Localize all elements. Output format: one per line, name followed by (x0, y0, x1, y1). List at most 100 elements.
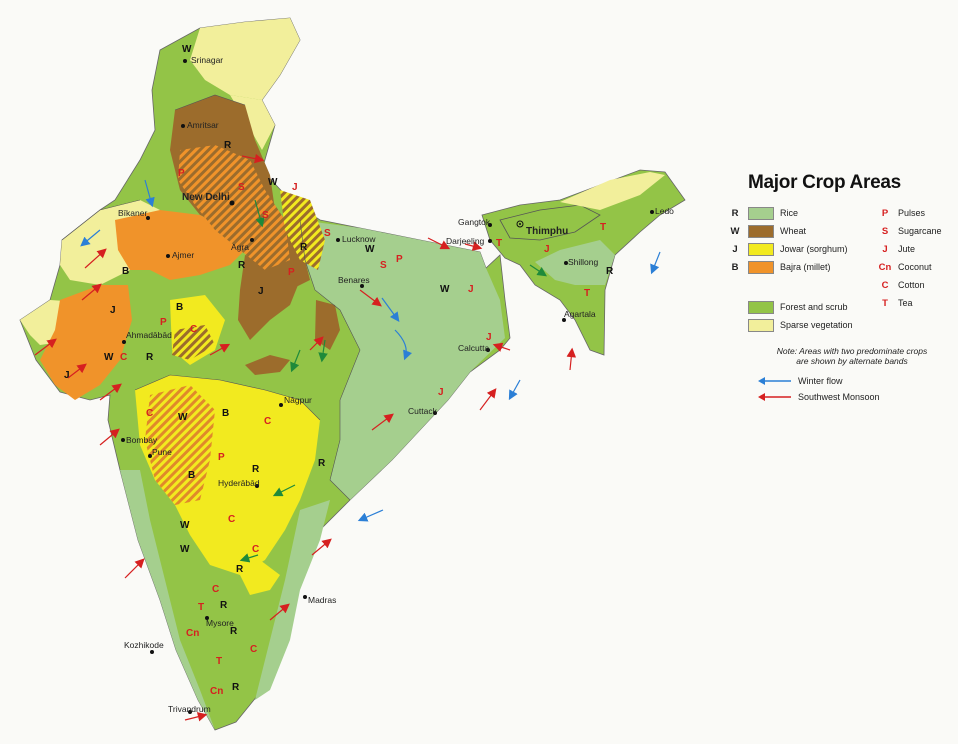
red-arrow-icon (758, 393, 791, 401)
sym-c: C (250, 644, 257, 655)
legend-label: Coconut (898, 262, 932, 272)
crop-b: B (188, 470, 195, 481)
crop-r: R (300, 242, 308, 253)
sym-j: J (544, 244, 550, 255)
city-kozhikode: Kozhikode (124, 640, 164, 650)
legend-forest: Forest and scrub (728, 300, 848, 314)
crop-j: J (110, 305, 116, 316)
legend-winter-flow: Winter flow (758, 376, 843, 386)
city-ajmer: Ajmer (172, 250, 194, 260)
city-hyderabad: Hyderābād (218, 478, 260, 488)
legend-label: Winter flow (798, 376, 843, 386)
legend-swatch (748, 224, 774, 238)
crop-w: W (104, 352, 114, 363)
city-pune: Pune (152, 447, 172, 457)
jowar-bajra-band (145, 385, 215, 505)
sym-j: J (438, 387, 444, 398)
sym-j: J (468, 284, 474, 295)
legend-label: Pulses (898, 208, 926, 218)
legend-code: J (882, 243, 888, 255)
crop-r: R (230, 626, 238, 637)
legend-tea: T Tea (878, 296, 913, 310)
legend-swatch (748, 206, 774, 220)
legend-swatch (748, 318, 774, 332)
legend-label: Forest and scrub (780, 302, 848, 312)
crop-w: W (365, 244, 375, 255)
sym-p: P (218, 452, 225, 463)
rice-northeast (535, 240, 615, 285)
legend-code: S (881, 225, 889, 237)
city-benares: Benares (338, 275, 370, 285)
legend-label: Jowar (sorghum) (780, 244, 848, 254)
rice-gangetic (300, 220, 505, 500)
city-dots (121, 59, 654, 714)
legend-wheat: W Wheat (728, 224, 806, 238)
bajra-gujarat (40, 285, 132, 400)
city-shillong: Shillong (568, 257, 599, 267)
legend-swatch (748, 260, 774, 274)
crop-w: W (180, 544, 190, 555)
legend-code: T (882, 297, 888, 309)
sym-t: T (496, 238, 502, 249)
sym-p: P (178, 168, 185, 179)
city-amritsar: Amritsar (187, 120, 219, 130)
legend-monsoon: Southwest Monsoon (758, 392, 880, 402)
city-madras: Madras (308, 595, 336, 605)
city-nagpur: Nāgpur (284, 395, 312, 405)
crop-r: R (232, 682, 240, 693)
legend-label: Tea (898, 298, 913, 308)
city-agra: Agra (231, 242, 249, 252)
legend-swatch (748, 242, 774, 256)
legend-note-line1: Note: Areas with two predominate crops (776, 346, 928, 356)
city-ahmadabad: Ahmadābād (126, 330, 172, 340)
sym-p: P (160, 317, 167, 328)
crop-r: R (146, 352, 154, 363)
monsoon-arrows (34, 153, 577, 722)
legend-label: Sparse vegetation (780, 320, 853, 330)
legend-note-line2: are shown by alternate bands (796, 356, 908, 366)
legend-jute: J Jute (878, 242, 915, 256)
sym-c: C (264, 416, 271, 427)
crop-r: R (220, 600, 228, 611)
legend-code: W (730, 225, 740, 237)
crop-r: R (252, 464, 260, 475)
sym-c: C (146, 408, 153, 419)
legend-bajra: B Bajra (millet) (728, 260, 831, 274)
wheat-bajra-band-2 (280, 190, 325, 270)
sym-p: P (288, 267, 295, 278)
jowar-south (240, 560, 280, 595)
city-trivandrum: Trivandrum (168, 704, 211, 714)
sym-t: T (216, 656, 222, 667)
legend-code: B (731, 261, 739, 273)
crop-b: B (176, 302, 183, 313)
sym-j: J (292, 182, 298, 193)
city-thimphu: Thimphu (526, 226, 568, 237)
rice-se-coast (255, 500, 330, 700)
crop-r: R (318, 458, 326, 469)
wheat-bajra-band-1 (178, 145, 290, 270)
wheat-jowar-band-guj (172, 325, 215, 360)
sym-c: C (228, 514, 235, 525)
bajra-rajasthan (115, 210, 245, 280)
sym-c: C (212, 584, 219, 595)
legend-label: Cotton (898, 280, 925, 290)
legend-label: Bajra (millet) (780, 262, 831, 272)
crop-r: R (224, 140, 232, 151)
crop-w: W (268, 177, 278, 188)
crop-b: B (122, 266, 129, 277)
city-mysore: Mysore (206, 618, 234, 628)
legend-label: Southwest Monsoon (798, 392, 880, 402)
sym-s: S (238, 182, 245, 193)
city-agartala: Agartala (564, 309, 596, 319)
legend-code: J (732, 243, 738, 255)
sym-cn: Cn (186, 628, 199, 639)
legend-code: R (731, 207, 739, 219)
sym-c: C (120, 352, 127, 363)
crop-r: R (238, 260, 246, 271)
legend-swatch (748, 300, 774, 314)
city-bombay: Bombay (126, 435, 158, 445)
city-new-delhi: New Delhi (182, 192, 230, 203)
legend-code: C (881, 279, 889, 291)
legend-coconut: Cn Coconut (878, 260, 932, 274)
